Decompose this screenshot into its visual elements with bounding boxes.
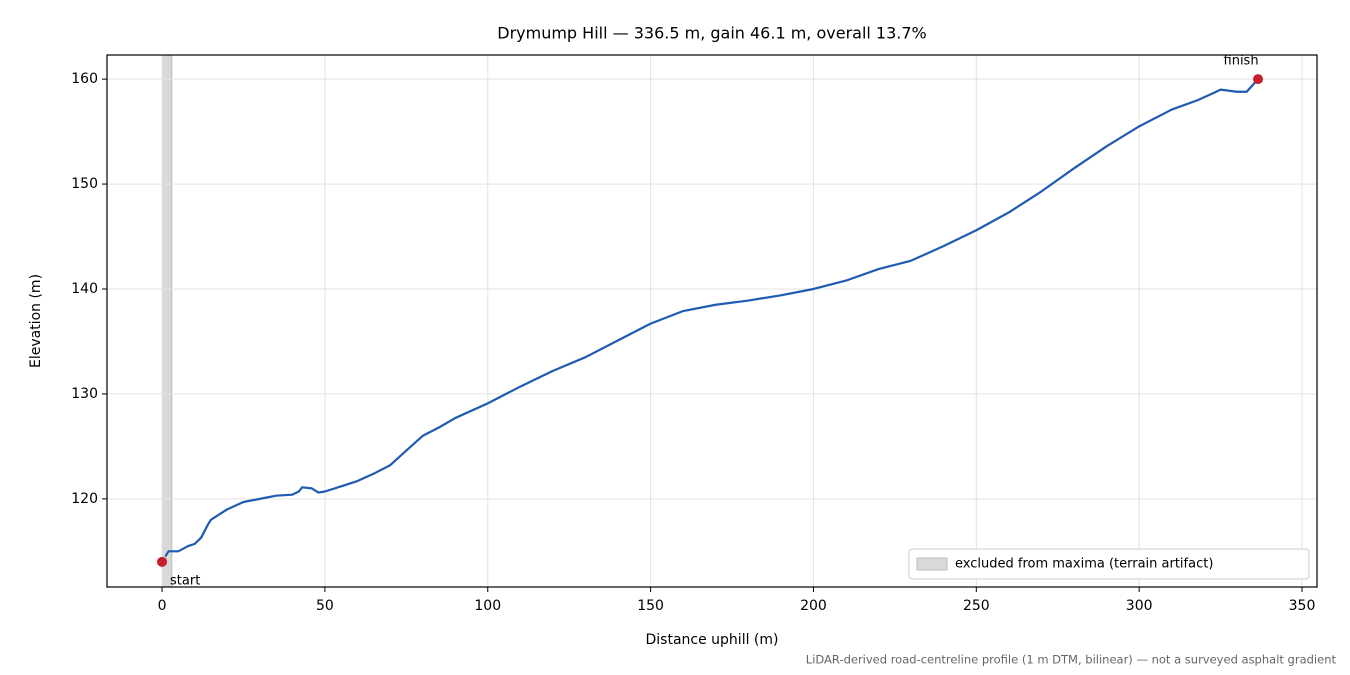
- x-axis-label: Distance uphill (m): [646, 632, 779, 648]
- x-tick-label: 300: [1126, 598, 1153, 614]
- x-tick-label: 150: [637, 598, 664, 614]
- point-label: finish: [1224, 54, 1259, 69]
- elevation-line: [164, 78, 1259, 558]
- y-axis-label: Elevation (m): [28, 274, 44, 368]
- y-tick-label: 160: [71, 71, 98, 87]
- x-tick-label: 100: [474, 598, 501, 614]
- legend-label: excluded from maxima (terrain artifact): [955, 557, 1213, 572]
- x-tick-label: 0: [158, 598, 167, 614]
- legend-swatch: [916, 557, 948, 571]
- point-marker: [157, 556, 168, 567]
- x-tick-label: 250: [963, 598, 990, 614]
- plot-frame: [106, 54, 1318, 588]
- x-tick-label: 50: [316, 598, 334, 614]
- footnote: LiDAR-derived road-centreline profile (1…: [806, 653, 1337, 667]
- y-tick-label: 130: [71, 386, 98, 402]
- point-label: start: [170, 573, 200, 588]
- excluded-span: [161, 54, 173, 588]
- x-tick-label: 350: [1289, 598, 1316, 614]
- y-tick-label: 150: [71, 176, 98, 192]
- x-tick-label: 200: [800, 598, 827, 614]
- y-tick-label: 140: [71, 281, 98, 297]
- chart-title: Drymump Hill — 336.5 m, gain 46.1 m, ove…: [497, 24, 927, 43]
- legend-box: [908, 548, 1310, 580]
- y-tick-label: 120: [71, 491, 98, 507]
- point-marker: [1253, 74, 1264, 85]
